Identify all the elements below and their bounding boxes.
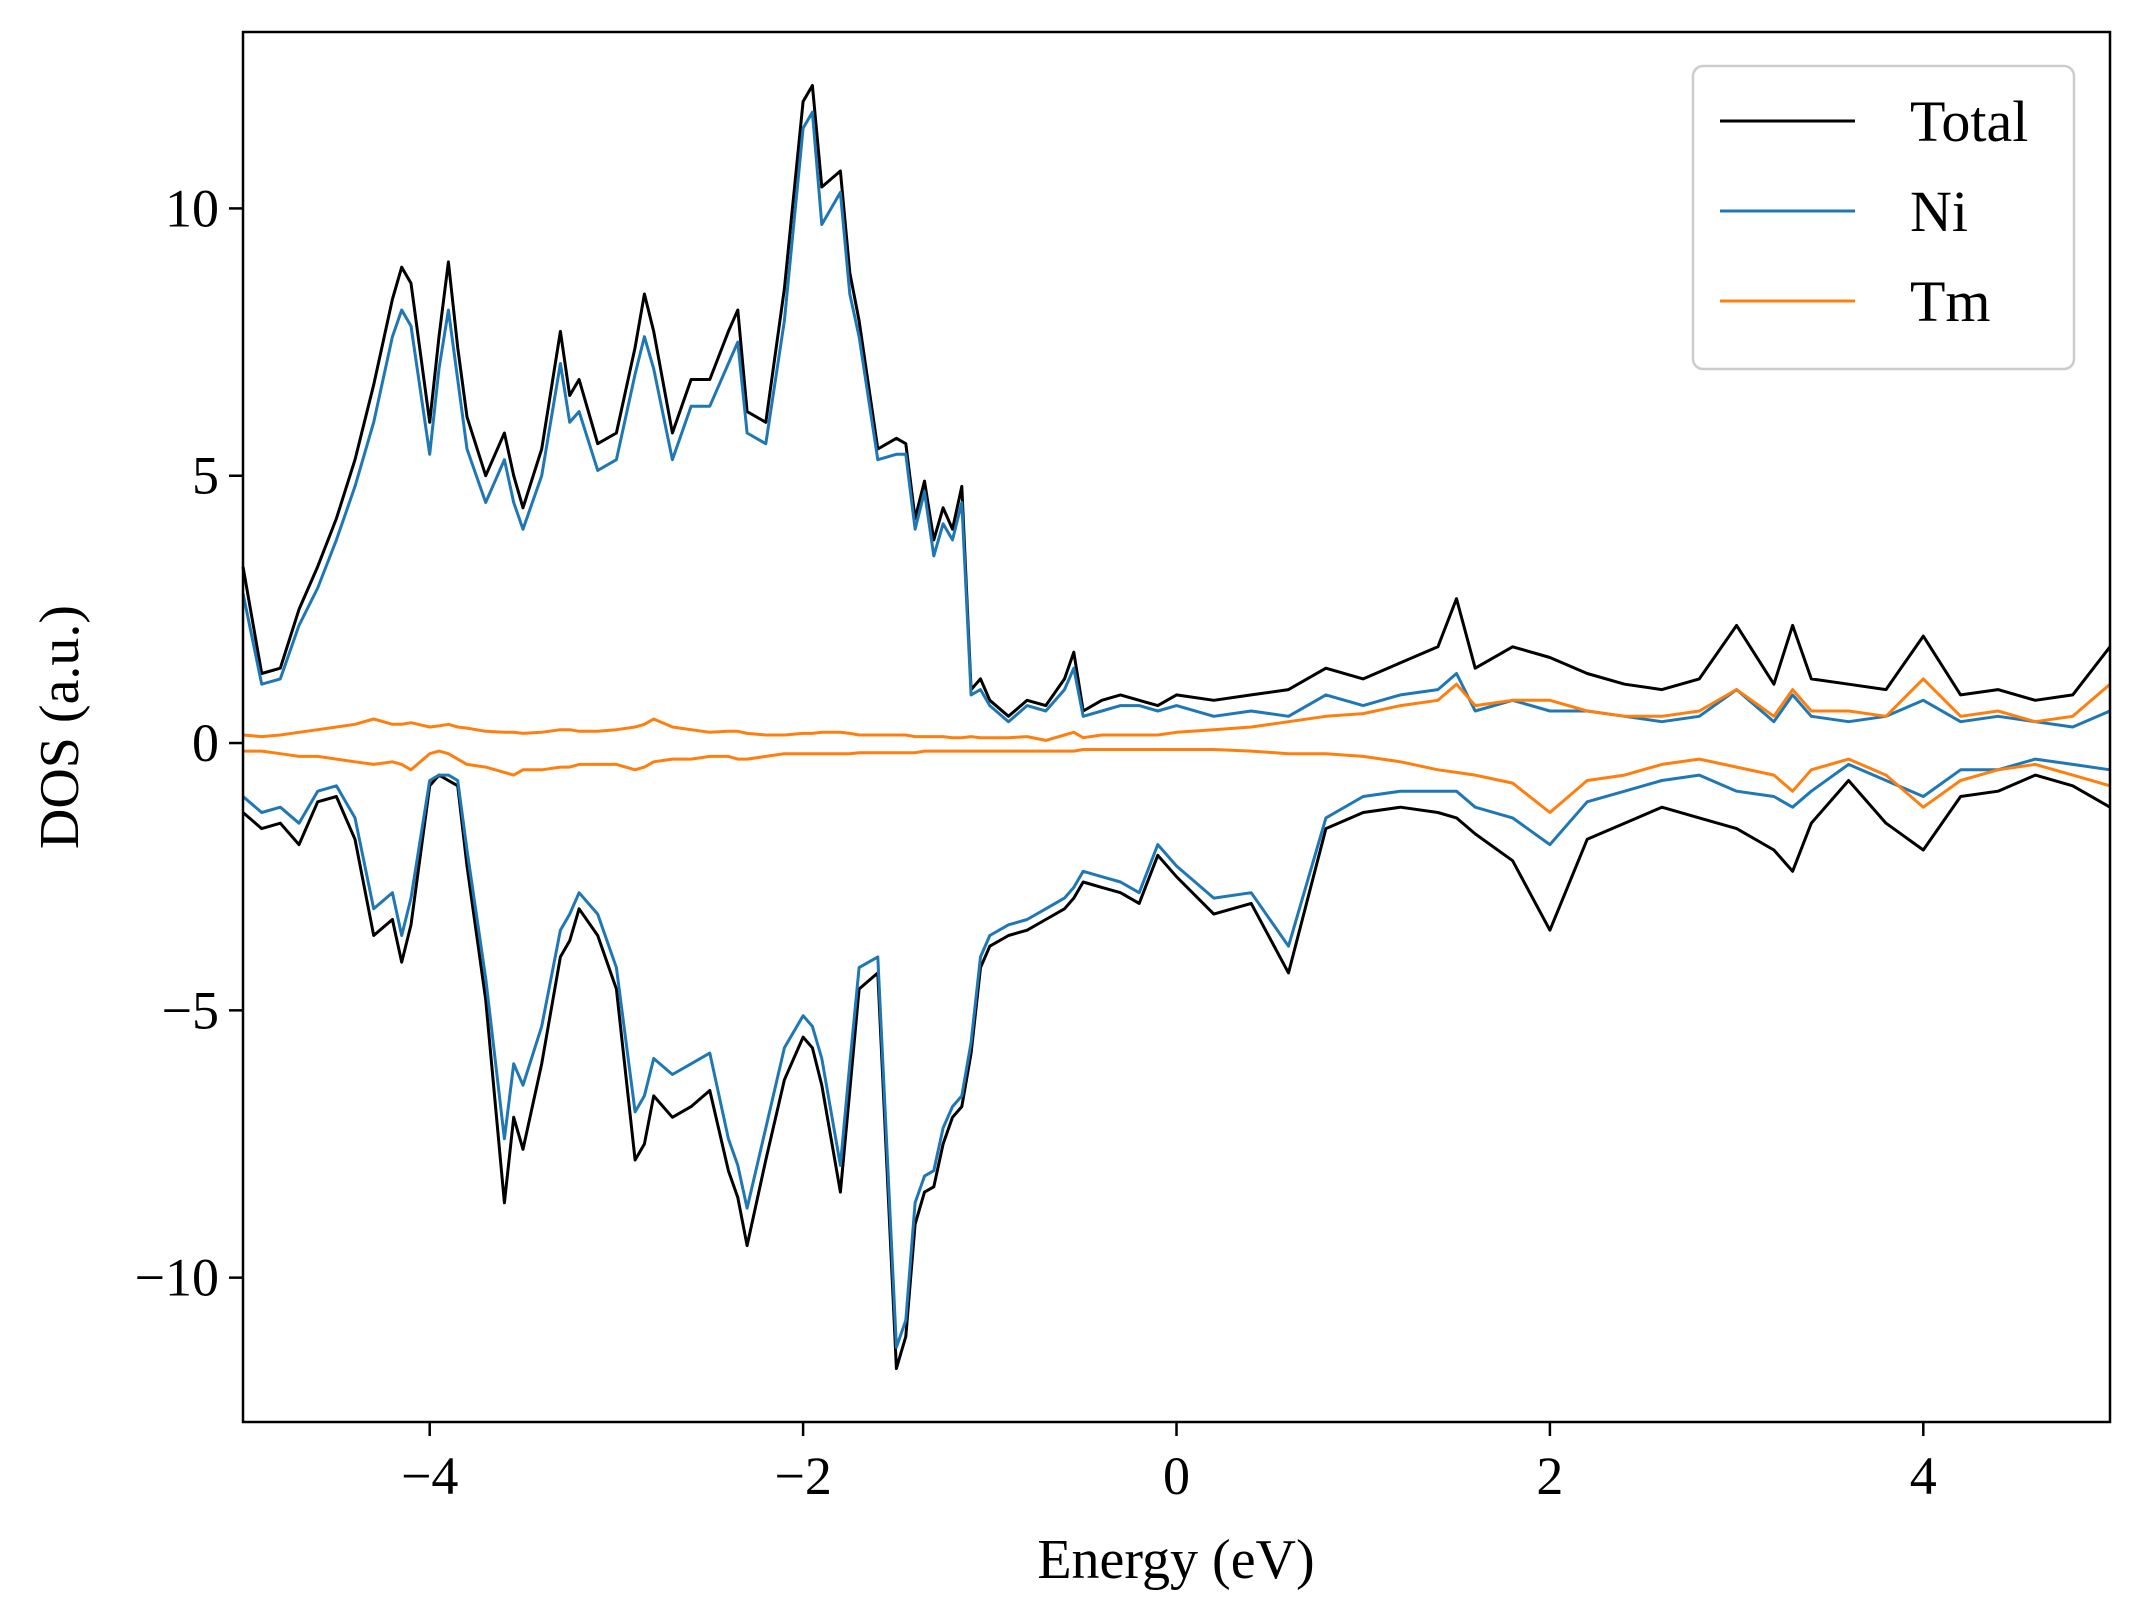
legend-box <box>1691 64 2076 371</box>
y-tick-label: 5 <box>192 446 219 506</box>
x-tick-label: 4 <box>1910 1446 1937 1506</box>
x-tick-label: 2 <box>1536 1446 1563 1506</box>
y-tick-label: −5 <box>162 980 219 1040</box>
series-layer <box>241 84 2112 1370</box>
x-tick-label: −2 <box>774 1446 831 1506</box>
series-line-ni-down <box>242 757 2111 1349</box>
x-tick-label: −4 <box>401 1446 458 1506</box>
x-tick-label: 0 <box>1163 1446 1190 1506</box>
y-axis-label: DOS (a.u.) <box>29 605 91 849</box>
y-tick-label: −10 <box>135 1248 219 1308</box>
legend: Total Ni Tm <box>1691 64 2076 371</box>
x-axis: −4 −2 0 2 4 <box>401 1422 1937 1506</box>
legend-label-total: Total <box>1910 89 2028 154</box>
legend-label-tm: Tm <box>1910 269 1991 334</box>
y-tick-label: 0 <box>192 713 219 773</box>
series-line-tm-up <box>242 677 2111 742</box>
series-line-tm-down <box>243 748 2111 814</box>
y-tick-label: 10 <box>165 178 219 238</box>
x-axis-label: Energy (eV) <box>1037 1529 1314 1591</box>
legend-label-ni: Ni <box>1910 179 1968 244</box>
series-line-ni-up <box>241 110 2111 729</box>
y-axis: −10 −5 0 5 10 <box>135 178 243 1308</box>
series-line-total-down <box>242 773 2111 1370</box>
